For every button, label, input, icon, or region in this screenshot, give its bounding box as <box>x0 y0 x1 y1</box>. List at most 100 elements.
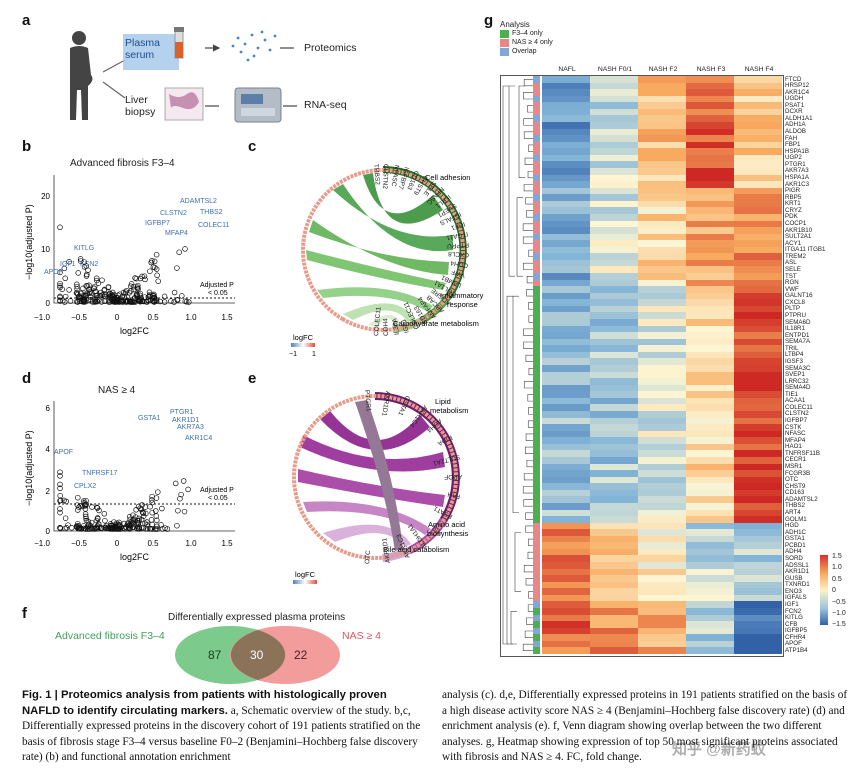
volcano-point <box>66 259 72 265</box>
volcano-point <box>86 523 92 529</box>
volcano-point <box>83 501 90 507</box>
heatmap-cell <box>638 601 686 609</box>
heatmap-cell <box>542 233 590 241</box>
heatmap-cell <box>638 325 686 333</box>
heatmap-cell <box>638 509 686 517</box>
volcano-point <box>146 289 153 296</box>
heatmap-row-label: ADH1C <box>785 528 806 536</box>
heatmap-cell <box>542 476 590 484</box>
heatmap-cell <box>686 430 734 438</box>
heatmap-cell <box>734 167 782 175</box>
heatmap-cell <box>686 542 734 550</box>
heatmap-cell <box>734 108 782 116</box>
legend-item: NAS ≥ 4 only <box>500 38 553 47</box>
volcano-point <box>136 524 143 530</box>
volcano-point <box>135 297 142 304</box>
volcano-point <box>155 489 161 495</box>
gene-label: ADAMTSL2 <box>180 198 217 205</box>
volcano-point <box>57 485 63 492</box>
heatmap-cell <box>638 115 686 123</box>
annotation-cell <box>533 319 540 326</box>
heatmap-cell <box>686 305 734 313</box>
heatmap-cell <box>686 614 734 622</box>
logfc-c-scale <box>291 343 315 347</box>
heatmap-row-label: CXCL8 <box>785 298 805 306</box>
gene-label: COLEC11 <box>198 222 229 229</box>
gene-label: MFAP4 <box>165 230 188 237</box>
volcano-point <box>93 275 100 282</box>
dendrogram-branch <box>523 78 533 87</box>
heatmap-row-label: ADH1A <box>785 121 806 129</box>
volcano-point <box>83 513 89 520</box>
volcano-point <box>126 514 133 520</box>
heatmap-cell <box>686 548 734 556</box>
annotation-cell <box>533 240 540 248</box>
panel-d-title: NAS ≥ 4 <box>98 385 136 396</box>
volcano-point <box>86 287 92 293</box>
volcano-point <box>57 469 63 475</box>
annotation-cell <box>533 154 540 162</box>
heatmap-cell <box>734 470 782 477</box>
heatmap-cell <box>590 167 638 175</box>
annotation-cell <box>533 404 540 412</box>
annotation-cell <box>533 82 540 90</box>
heatmap-cell <box>686 266 734 274</box>
annotation-cell <box>533 371 540 379</box>
heatmap-cell <box>542 108 590 116</box>
heatmap-row-label: CLSTN2 <box>785 410 809 418</box>
panel-a-label: a <box>22 12 31 29</box>
heatmap-row-label: COLEC11 <box>785 403 813 411</box>
heatmap-cell <box>542 608 590 615</box>
annotation-cell <box>533 332 540 340</box>
ytick: 20 <box>41 192 50 201</box>
heatmap-cell <box>734 627 782 635</box>
heatmap-cell <box>590 404 638 412</box>
heatmap-row-labels: FTCD HRSP12 AKR1C4 UGDH PSAT1 DCXR ALDH1A1 ADH1… <box>783 76 843 654</box>
heatmap-dendrogram <box>502 78 533 652</box>
rnaseq-label: RNA-seq <box>304 99 347 111</box>
heatmap-cell <box>638 430 686 438</box>
heatmap-cell <box>590 108 638 116</box>
panel-g-label: g <box>484 12 494 29</box>
heatmap-cell <box>638 456 686 464</box>
heatmap-cell <box>590 312 638 320</box>
heatmap-cell <box>542 470 590 477</box>
heatmap-cell <box>686 417 734 425</box>
heatmap-cell <box>734 213 782 221</box>
heatmap-cell <box>542 227 590 234</box>
heatmap-cell <box>686 450 734 458</box>
annotation-cell <box>533 207 540 215</box>
annotation-cell <box>533 456 540 464</box>
volcano-point <box>180 478 187 484</box>
chord-diagram-fibrosis: Cell adhesion Inflammatory response Carb… <box>289 166 484 358</box>
heatmap-cell <box>590 634 638 642</box>
heatmap-cell <box>734 516 782 523</box>
heatmap-cell <box>590 148 638 156</box>
chord-gene-label: PTPRU <box>446 240 470 250</box>
heatmap-cell <box>734 397 782 405</box>
volcano-point <box>144 519 150 525</box>
heatmap-cell <box>590 286 638 294</box>
heatmap-cell <box>590 529 638 537</box>
heatmap-cell <box>542 371 590 379</box>
heatmap-cell <box>638 194 686 202</box>
heatmap-cell <box>734 391 782 399</box>
heatmap-row-label: SORD <box>785 554 803 562</box>
scale-tick: −1.0 <box>832 610 846 618</box>
heatmap-cell <box>638 463 686 471</box>
heatmap-cell <box>590 115 638 123</box>
dendrogram-branch <box>525 354 533 363</box>
heatmap-row-label: CHST9 <box>785 482 806 490</box>
heatmap-cell <box>542 358 590 366</box>
dendrogram-branch <box>523 328 533 336</box>
heatmap-cell <box>590 174 638 182</box>
volcano-point <box>57 280 63 287</box>
heatmap-cell <box>686 121 734 129</box>
heatmap-cell <box>542 246 590 254</box>
heatmap-scale-ticks: 1.5 1.0 0.5 0 −0.5 −1.0 −1.5 <box>832 551 846 631</box>
heatmap-column-headers: NAFL NASH F0/1 NASH F2 NASH F3 NASH F4 <box>543 66 781 76</box>
heatmap-cell <box>686 437 734 445</box>
heatmap-cell <box>734 345 782 353</box>
annotation-cell <box>533 89 540 96</box>
annotation-cell <box>533 273 540 280</box>
